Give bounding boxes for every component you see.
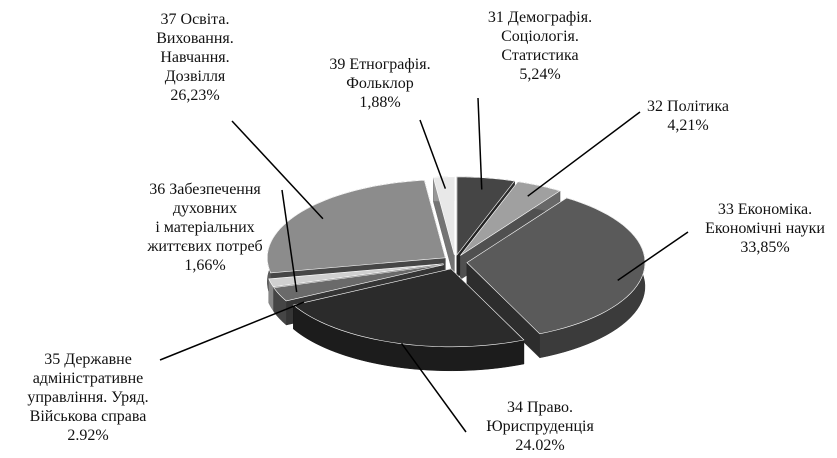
slice-label: 31 Демографія. Соціологія. Статистика 5,2…: [488, 8, 592, 84]
leader-line: [477, 97, 483, 190]
leader-line: [400, 343, 467, 433]
category-label: 33 Економіка. Економічні науки: [705, 201, 825, 237]
slice: [292, 268, 525, 372]
slice-label: 39 Етнографія. Фольклор 1,88%: [329, 55, 430, 112]
value-label: 5,24%: [519, 66, 561, 83]
category-label: 31 Демографія. Соціологія. Статистика: [487, 9, 593, 64]
slice-top: [432, 176, 455, 255]
slice-top: [292, 268, 525, 348]
category-label: 35 Державне адміністративне управління. …: [27, 351, 149, 425]
slice-top: [273, 264, 444, 302]
value-label: 26,23%: [170, 87, 220, 104]
slice: [432, 176, 455, 279]
slice-top: [466, 197, 646, 335]
slice-label: 34 Право. Юриспруденція 24.02%: [486, 398, 594, 455]
slice-label: 36 Забезпечення духовних і матеріальних …: [147, 180, 262, 275]
leader-line: [419, 119, 447, 189]
value-label: 4,21%: [667, 117, 709, 134]
value-label: 1,88%: [359, 94, 401, 111]
slice-label: 35 Державне адміністративне управління. …: [27, 350, 148, 445]
value-label: 2.92%: [67, 427, 109, 444]
leader-line: [231, 120, 324, 220]
leader-line: [617, 231, 689, 281]
value-label: 24.02%: [515, 437, 565, 454]
slice-top: [460, 181, 561, 256]
slice-label: 32 Політика 4,21%: [647, 97, 729, 135]
category-label: 37 Освіта. Виховання. Навчання. Дозвілля: [156, 11, 234, 85]
category-label: 32 Політика: [647, 98, 729, 115]
slice-label: 37 Освіта. Виховання. Навчання. Дозвілля…: [156, 10, 234, 105]
leader-line: [159, 301, 305, 361]
slice-top: [456, 176, 516, 256]
slice-label: 33 Економіка. Економічні науки 33,85%: [705, 200, 825, 257]
slice-top: [268, 263, 444, 288]
slice: [466, 197, 646, 359]
category-label: 36 Забезпечення духовних і матеріальних …: [147, 181, 263, 255]
slice-top: [267, 179, 446, 274]
value-label: 1,66%: [184, 257, 226, 274]
value-label: 33,85%: [740, 239, 790, 256]
leader-line: [527, 111, 641, 197]
category-label: 34 Право. Юриспруденція: [486, 399, 594, 435]
category-label: 39 Етнографія. Фольклор: [329, 56, 431, 92]
leader-line: [281, 189, 298, 293]
